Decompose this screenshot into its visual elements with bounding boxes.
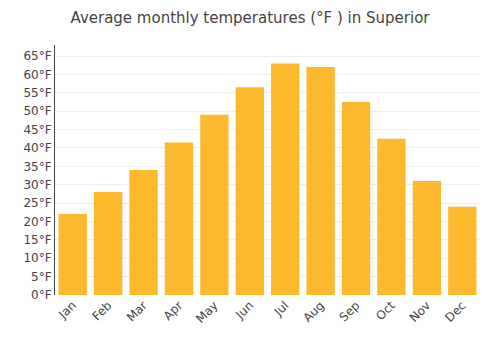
svg-text:10°F: 10°F bbox=[23, 251, 51, 265]
svg-text:65°F: 65°F bbox=[23, 49, 51, 63]
svg-text:55°F: 55°F bbox=[23, 86, 51, 100]
svg-text:Feb: Feb bbox=[90, 298, 115, 323]
svg-text:May: May bbox=[193, 298, 220, 325]
svg-text:Apr: Apr bbox=[161, 298, 186, 323]
svg-text:Average monthly temperatures (: Average monthly temperatures (°F ) in Su… bbox=[71, 9, 431, 27]
svg-text:Sep: Sep bbox=[337, 298, 363, 324]
svg-text:Oct: Oct bbox=[373, 298, 398, 323]
svg-text:Mar: Mar bbox=[124, 298, 150, 324]
svg-text:Jul: Jul bbox=[271, 298, 292, 319]
svg-text:20°F: 20°F bbox=[23, 215, 51, 229]
svg-text:Jan: Jan bbox=[55, 298, 79, 322]
svg-text:Dec: Dec bbox=[442, 298, 468, 324]
svg-text:25°F: 25°F bbox=[23, 196, 51, 210]
svg-text:Nov: Nov bbox=[407, 298, 433, 324]
svg-text:35°F: 35°F bbox=[23, 160, 51, 174]
svg-text:30°F: 30°F bbox=[23, 178, 51, 192]
svg-text:40°F: 40°F bbox=[23, 141, 51, 155]
svg-text:Aug: Aug bbox=[301, 298, 327, 324]
svg-text:Jun: Jun bbox=[232, 298, 256, 322]
svg-text:50°F: 50°F bbox=[23, 104, 51, 118]
svg-text:45°F: 45°F bbox=[23, 123, 51, 137]
svg-text:0°F: 0°F bbox=[31, 288, 52, 302]
svg-text:5°F: 5°F bbox=[31, 270, 52, 284]
svg-text:60°F: 60°F bbox=[23, 68, 51, 82]
svg-text:15°F: 15°F bbox=[23, 233, 51, 247]
